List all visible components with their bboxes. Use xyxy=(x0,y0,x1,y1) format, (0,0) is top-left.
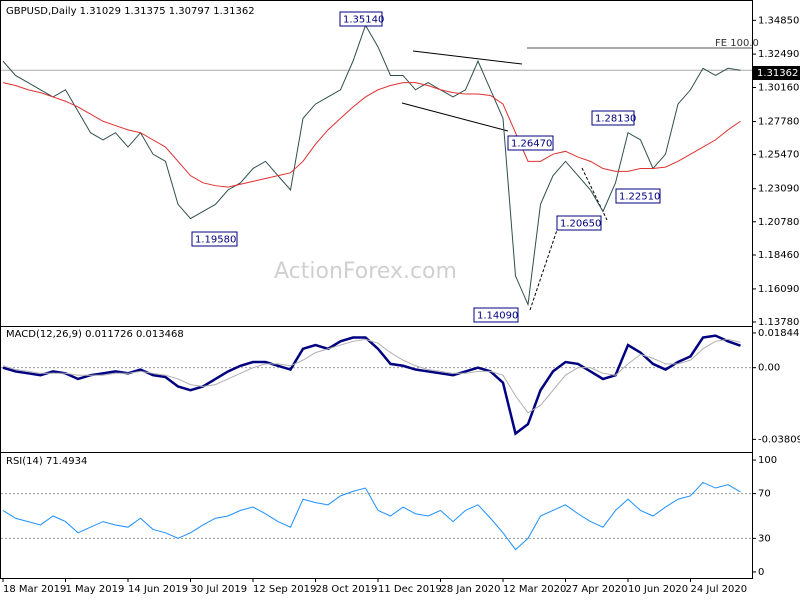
y-tick-label: 1.23090 xyxy=(758,184,799,195)
series-line xyxy=(2,334,741,436)
annotation-box xyxy=(191,231,238,247)
price-annotation: 1.35140 xyxy=(339,11,384,27)
price-annotation: 1.26470 xyxy=(507,135,554,151)
macd-title: MACD(12,26,9) 0.011726 0.013468 xyxy=(6,329,184,340)
series-line xyxy=(2,481,741,551)
last-price-label: 1.31362 xyxy=(757,68,798,79)
macd-panel xyxy=(0,326,753,453)
price-annotation: 1.14090 xyxy=(473,307,519,323)
x-tick-label: 24 Jul 2020 xyxy=(691,584,748,595)
y-tick-label: 1.34850 xyxy=(758,15,799,26)
x-tick-label: 14 Jun 2019 xyxy=(128,584,188,595)
annotation-label: 1.20650 xyxy=(560,219,601,230)
price-annotation: 1.28130 xyxy=(591,110,636,126)
dashed-leg xyxy=(581,167,608,221)
y-tick-label: 1.20780 xyxy=(758,217,799,228)
x-tick-label: 27 Apr 2020 xyxy=(566,584,628,595)
y-tick-label: 70 xyxy=(758,489,771,500)
y-tick-label: 1.13780 xyxy=(758,317,799,328)
annotation-label: 1.26470 xyxy=(511,139,552,150)
annotation-box xyxy=(507,135,554,151)
annotation-box xyxy=(473,307,519,323)
x-tick-label: 18 Mar 2019 xyxy=(3,584,66,595)
series-line xyxy=(2,82,741,188)
price-annotation: 1.20650 xyxy=(556,215,602,231)
annotation-label: 1.35140 xyxy=(343,15,384,26)
y-tick-label: 1.27780 xyxy=(758,117,799,128)
x-tick-label: 30 Jul 2019 xyxy=(191,584,248,595)
annotation-box xyxy=(339,11,383,27)
watermark: ActionForex.com xyxy=(274,259,457,284)
annotation-box xyxy=(556,215,602,231)
y-tick-label: 1.30160 xyxy=(758,82,799,93)
series-line xyxy=(2,24,741,307)
dashed-leg xyxy=(529,223,560,311)
y-tick-label: 1.16090 xyxy=(758,284,799,295)
x-tick-label: 12 Mar 2020 xyxy=(503,584,566,595)
price-annotation: 1.22510 xyxy=(615,188,661,204)
y-tick-label: 100 xyxy=(758,455,777,466)
y-tick-label: 30 xyxy=(758,533,771,544)
annotation-label: 1.28130 xyxy=(595,114,636,125)
y-tick-label: 0.018442 xyxy=(758,328,800,339)
annotation-label: 1.22510 xyxy=(619,192,660,203)
x-tick-label: 11 Dec 2019 xyxy=(378,584,442,595)
annotation-label: 1.19580 xyxy=(195,235,236,246)
series-line xyxy=(2,338,741,414)
y-tick-label: 0 xyxy=(758,567,764,578)
y-tick-label: 0.00 xyxy=(758,363,780,374)
price-annotation: 1.19580 xyxy=(191,231,238,247)
x-tick-label: 28 Jan 2020 xyxy=(441,584,501,595)
x-tick-label: 1 May 2019 xyxy=(66,584,125,595)
channel-top xyxy=(412,50,523,65)
rsi-panel xyxy=(0,452,753,579)
rsi-title: RSI(14) 71.4934 xyxy=(6,456,87,467)
annotation-box xyxy=(615,188,661,204)
y-tick-label: -0.038095 xyxy=(758,434,800,445)
x-tick-label: 10 Jun 2020 xyxy=(628,584,688,595)
x-tick-label: 12 Sep 2019 xyxy=(253,584,316,595)
last-price-box xyxy=(753,66,800,80)
fe-label: FE 100.0 xyxy=(715,38,759,49)
annotation-label: 1.14090 xyxy=(477,311,518,322)
price-title: GBPUSD,Daily 1.31029 1.31375 1.30797 1.3… xyxy=(6,6,255,17)
x-tick-label: 28 Oct 2019 xyxy=(316,584,378,595)
y-tick-label: 1.18460 xyxy=(758,250,799,261)
y-tick-label: 1.25470 xyxy=(758,150,799,161)
y-tick-label: 1.32490 xyxy=(758,49,799,60)
trendlines xyxy=(401,47,752,311)
channel-bottom xyxy=(401,102,509,132)
annotation-box xyxy=(591,110,635,126)
